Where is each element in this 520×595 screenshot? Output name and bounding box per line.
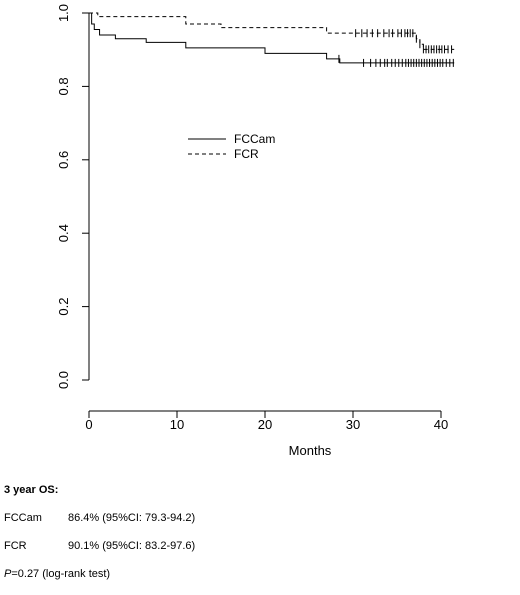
os-row-fccam: FCCam 86.4% (95%CI: 79.3-94.2) xyxy=(4,512,504,524)
x-tick-label: 10 xyxy=(170,417,184,432)
series-line-fcr xyxy=(89,12,455,50)
series-line-fccam xyxy=(89,12,455,64)
p-value-line: P=0.27 (log-rank test) xyxy=(4,568,504,580)
os-row-fcr: FCR 90.1% (95%CI: 83.2-97.6) xyxy=(4,540,504,552)
os-row-group-label: FCR xyxy=(4,540,27,552)
y-tick-label: 0.4 xyxy=(56,224,71,242)
x-tick-label: 20 xyxy=(258,417,272,432)
legend-label: FCR xyxy=(234,147,259,161)
p-value-text: =0.27 (log-rank test) xyxy=(11,568,111,580)
y-tick-label: 0.6 xyxy=(56,151,71,169)
os-row-value: 90.1% (95%CI: 83.2-97.6) xyxy=(68,540,196,552)
os-summary: 3 year OS: FCCam 86.4% (95%CI: 79.3-94.2… xyxy=(4,484,504,580)
x-tick-label: 40 xyxy=(434,417,448,432)
x-tick-label: 30 xyxy=(346,417,360,432)
y-tick-label: 0.8 xyxy=(56,77,71,95)
os-summary-title: 3 year OS: xyxy=(4,484,59,496)
x-tick-label: 0 xyxy=(85,417,92,432)
y-tick-label: 0.2 xyxy=(56,298,71,316)
y-tick-label: 1.0 xyxy=(56,4,71,22)
legend-label: FCCam xyxy=(234,132,275,146)
x-axis-title: Months xyxy=(289,443,332,458)
os-row-value: 86.4% (95%CI: 79.3-94.2) xyxy=(68,512,196,524)
os-row-group-label: FCCam xyxy=(4,512,42,524)
p-value-symbol: P xyxy=(4,568,12,580)
y-tick-label: 0.0 xyxy=(56,371,71,389)
